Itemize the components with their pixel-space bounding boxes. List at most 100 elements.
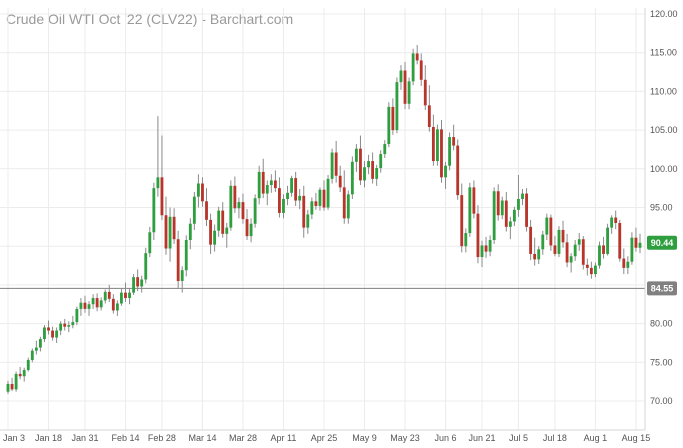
y-tick-label: 100.00 [650,164,678,174]
candle [140,275,144,293]
candle [431,114,435,166]
candle-body [391,106,395,131]
candle-body [209,219,212,245]
candle-body [427,105,431,128]
candle [512,206,516,227]
candle [464,228,468,253]
candle-body [614,217,618,223]
candle [241,193,245,224]
candle [589,261,593,279]
candle [602,236,605,259]
candle [480,240,484,268]
candle [444,161,447,189]
candle [205,188,208,227]
candle [452,124,456,151]
candle [111,294,115,314]
candle-body [233,185,237,209]
candle [87,301,91,316]
candle-body [120,292,123,304]
candle-body [468,187,472,234]
candle [55,327,59,343]
candle [79,298,83,316]
candle [124,282,127,302]
candle [51,326,54,341]
candle [581,236,585,270]
candle-body [83,302,87,309]
reference-line: 84.55 [0,281,677,296]
candle [132,274,136,295]
candle-body [322,189,326,208]
candle [43,325,46,343]
candle-body [476,213,480,258]
candle-body [630,237,634,262]
candle [330,148,334,184]
candle [172,208,176,244]
candle [496,184,500,221]
candle-body [229,185,233,228]
candle [549,214,553,251]
candle-body [253,198,257,224]
candle-body [221,210,225,234]
candle-body [338,175,342,188]
candle [346,190,350,224]
candle [403,61,407,110]
candle-body [192,196,196,224]
candle-body [517,198,520,210]
candle [10,377,14,391]
candle-body [225,227,229,234]
candle-body [512,209,516,222]
candle [553,236,557,257]
candle [630,232,634,265]
candle [168,207,172,262]
candle [176,230,180,289]
candle-body [18,373,22,377]
candle [504,192,508,232]
candle [529,219,533,261]
x-tick-label: Feb 14 [111,433,139,443]
candle-body [541,234,545,250]
candle-body [87,304,91,309]
candle-body [634,237,638,248]
candle-body [330,152,334,179]
candle-body [383,144,387,155]
y-tick-label: 110.00 [650,86,677,96]
candle [201,177,204,207]
candle-body [144,253,148,280]
candle-body [525,193,528,227]
candle [359,135,362,186]
candle [622,248,626,275]
candle [237,197,241,219]
candle-body [375,168,379,179]
y-tick-label: 95.00 [650,203,673,213]
candle-body [261,171,265,194]
candle-body [257,171,261,199]
grid-lines [0,8,645,430]
candle [618,219,622,262]
candle [363,161,366,188]
candle [156,116,160,197]
candle [278,177,281,218]
x-tick-label: Mar 28 [229,433,257,443]
candle-body [610,217,614,228]
candle [342,170,346,224]
candle-body [314,201,318,206]
candle [229,180,233,231]
candle [484,236,488,258]
candle [334,140,338,183]
candle [71,315,75,329]
candle [298,188,302,210]
candle [569,253,573,273]
candle [22,367,26,382]
candle [128,288,131,305]
candle [427,85,431,132]
x-tick-label: Jan 3 [3,433,25,443]
x-tick-label: May 9 [352,433,377,443]
candle [391,98,395,135]
candle [610,215,614,234]
candle [399,65,403,90]
candle [387,102,391,148]
candle [6,380,10,395]
candle-body [602,245,605,254]
candle-body [43,327,46,340]
candle [423,65,427,110]
